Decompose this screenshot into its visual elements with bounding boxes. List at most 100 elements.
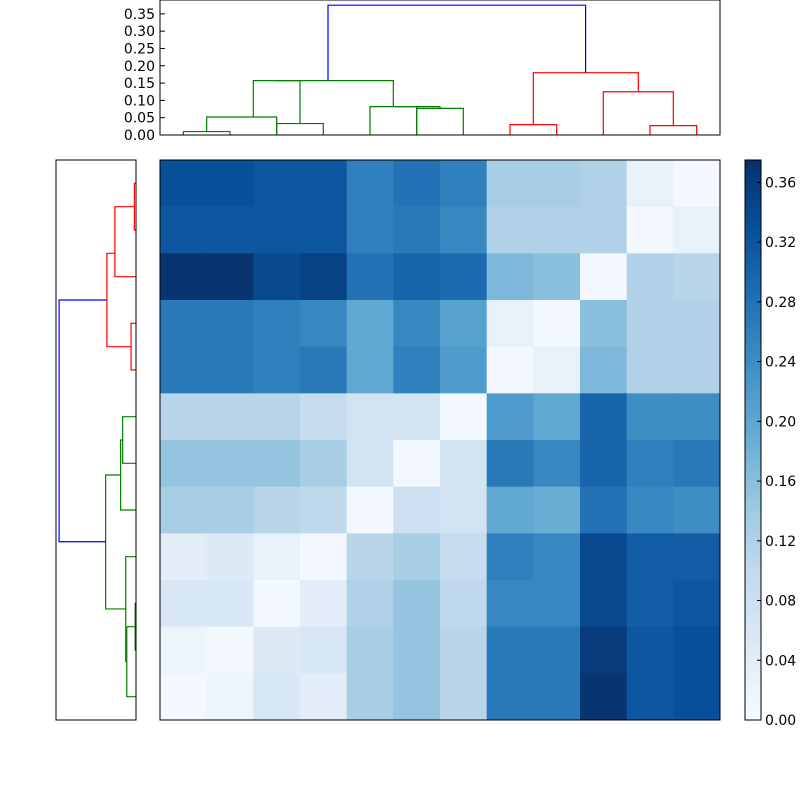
heatmap-cell [486,440,534,488]
heatmap-cell [626,300,674,348]
heatmap-cell [393,486,441,534]
heatmap-cell [580,160,628,208]
colorbar-segment [745,712,761,717]
heatmap-cell [346,393,394,441]
colorbar-segment [745,268,761,273]
heatmap-cell [160,206,208,254]
heatmap-cell [160,160,208,208]
colorbar-segment [745,696,761,701]
colorbar-segment [745,304,761,309]
heatmap-cell [626,533,674,581]
heatmap-cell [486,486,534,534]
heatmap-cell [580,300,628,348]
colorbar-segment [745,484,761,489]
colorbar-segment [745,452,761,457]
colorbar-segment [745,340,761,345]
heatmap-cell [673,533,721,581]
heatmap-cell [300,346,348,394]
heatmap-cell [346,346,394,394]
colorbar-segment [745,188,761,193]
colorbar-segment [745,512,761,517]
heatmap-cell [346,580,394,628]
colorbar-segment [745,396,761,401]
colorbar-segment [745,596,761,601]
heatmap-cell [580,673,628,721]
heatmap-cell [160,533,208,581]
heatmap-cell [626,346,674,394]
heatmap-cell [206,160,254,208]
heatmap-cell [300,393,348,441]
colorbar-segment [745,640,761,645]
colorbar-segment [745,580,761,585]
heatmap-cell [580,206,628,254]
heatmap-cell [206,580,254,628]
heatmap-cell [160,253,208,301]
colorbar-segment [745,288,761,293]
heatmap-cell [206,300,254,348]
colorbar-segment [745,432,761,437]
colorbar-segment [745,468,761,473]
heatmap-cell [533,580,581,628]
heatmap-cell [160,486,208,534]
heatmap-cell [580,346,628,394]
heatmap-cell [300,206,348,254]
colorbar-segment [745,352,761,357]
heatmap-cell [533,206,581,254]
colorbar-segment [745,460,761,465]
colorbar-segment [745,168,761,173]
heatmap-cell [580,533,628,581]
colorbar-segment [745,644,761,649]
colorbar-segment [745,544,761,549]
colorbar-segment [745,604,761,609]
heatmap-cell [206,253,254,301]
colorbar-segment [745,296,761,301]
heatmap-cell [346,486,394,534]
heatmap-cell [626,486,674,534]
heatmap-cell [673,440,721,488]
heatmap-cell [673,206,721,254]
colorbar-segment [745,552,761,557]
colorbar-segment [745,212,761,217]
y-tick-label: 0.20 [124,59,155,75]
heatmap-cell [486,533,534,581]
heatmap-cell [580,580,628,628]
heatmap-cell [393,393,441,441]
heatmap-axes [159,159,721,721]
heatmap-cell [253,580,301,628]
dendrogram-link [105,474,126,610]
colorbar-segment [745,572,761,577]
colorbar-tick-label: 0.36 [765,175,796,191]
colorbar-segment [745,240,761,245]
colorbar-segment [745,232,761,237]
heatmap-cell [673,580,721,628]
heatmap-cell [440,253,488,301]
colorbar-segment [745,388,761,393]
colorbar-segment [745,584,761,589]
heatmap-cell [300,440,348,488]
colorbar-segment [745,496,761,501]
colorbar-segment [745,560,761,565]
heatmap-cell [393,673,441,721]
colorbar-segment [745,556,761,561]
colorbar-segment [745,628,761,633]
colorbar-segment [745,336,761,341]
colorbar-segment [745,676,761,681]
heatmap-cell [346,440,394,488]
heatmap-cell [440,486,488,534]
colorbar-segment [745,280,761,285]
heatmap-cell [533,626,581,674]
heatmap-cell [440,580,488,628]
colorbar-segment [745,216,761,221]
heatmap-cell [253,300,301,348]
colorbar-segment [745,404,761,409]
colorbar-segment [745,636,761,641]
colorbar-segment [745,400,761,405]
colorbar-segment [745,176,761,181]
heatmap-cell [626,206,674,254]
dendrogram-link [133,182,136,231]
y-tick-label: 0.05 [124,111,155,127]
heatmap-cell [253,533,301,581]
heatmap-cell [486,626,534,674]
colorbar-segment [745,420,761,425]
colorbar-segment [745,228,761,233]
